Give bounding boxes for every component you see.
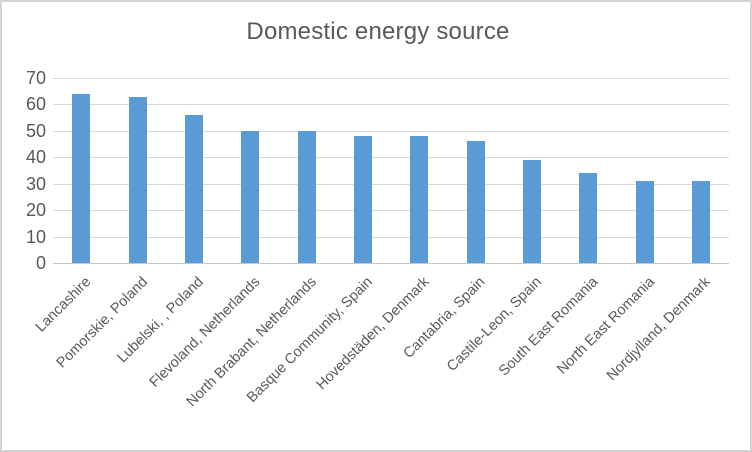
y-tick-label: 60 xyxy=(25,94,46,115)
y-tick-label: 0 xyxy=(35,253,46,273)
bar xyxy=(128,96,147,263)
gridline xyxy=(53,104,729,106)
bar xyxy=(466,141,485,263)
bar xyxy=(241,130,260,263)
bar xyxy=(691,181,710,263)
gridline xyxy=(53,183,729,185)
y-tick-label: 70 xyxy=(25,68,46,88)
y-tick-label: 10 xyxy=(25,226,46,247)
x-axis-line xyxy=(53,263,729,264)
bar xyxy=(184,115,203,263)
bar xyxy=(635,181,654,263)
x-tick-label: Nordjylland, Denmark xyxy=(604,274,715,384)
gridline xyxy=(53,236,729,238)
y-tick-label: 20 xyxy=(25,200,46,221)
x-tick-label: Flevoland, Netherlands xyxy=(146,274,264,391)
x-tick-label: Hovedstäden, Denmark xyxy=(313,274,433,394)
gridline xyxy=(53,210,729,212)
y-tick-label: 30 xyxy=(25,173,46,194)
bar xyxy=(72,93,91,263)
x-tick-label: Lancashire xyxy=(33,274,95,336)
gridline xyxy=(53,78,729,79)
chart-title: Domestic energy source xyxy=(246,18,510,45)
y-tick-label: 50 xyxy=(25,120,46,141)
bar xyxy=(522,159,541,263)
x-tick-label: North East Romania xyxy=(554,274,658,378)
bar xyxy=(579,173,598,263)
x-tick-label: South East Romania xyxy=(496,274,602,380)
bar xyxy=(353,136,372,263)
plot-area xyxy=(53,78,729,264)
x-tick-label: Castile-Leon, Spain xyxy=(444,274,546,375)
bar xyxy=(297,130,316,263)
y-tick-label: 40 xyxy=(25,147,46,168)
gridline xyxy=(53,157,729,159)
bar xyxy=(410,136,429,263)
gridline xyxy=(53,130,729,132)
